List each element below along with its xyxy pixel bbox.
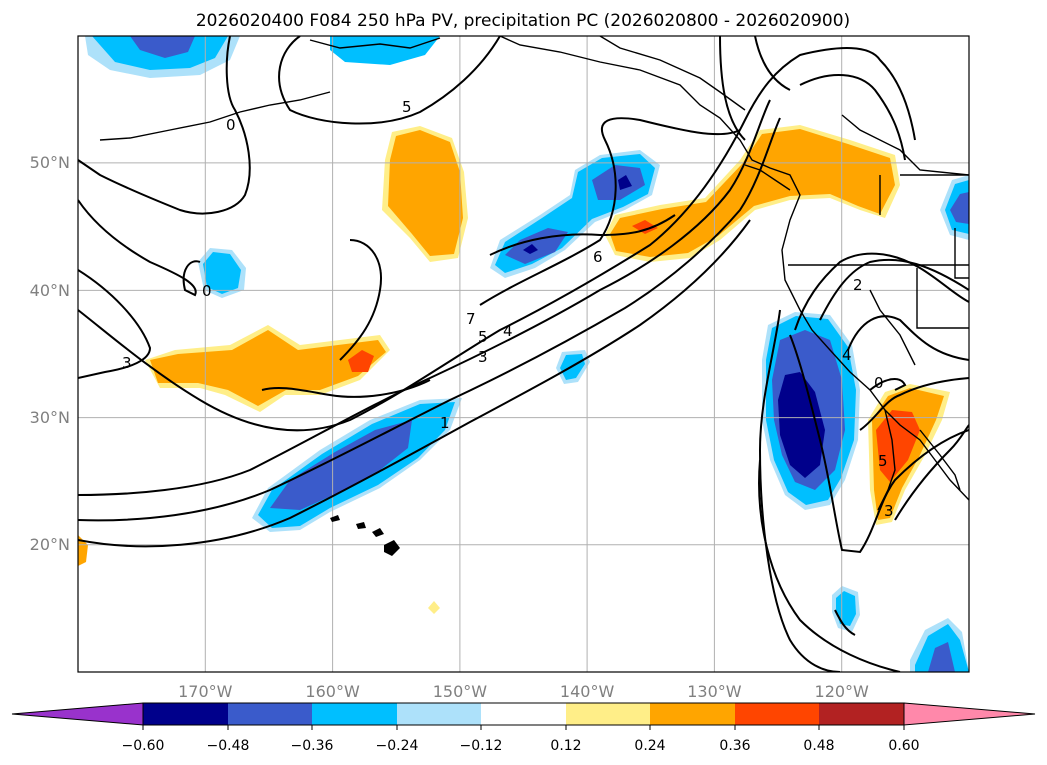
pc-negative-region xyxy=(203,252,241,294)
pc-negative-region xyxy=(523,175,632,254)
colorbar-segment xyxy=(228,703,312,725)
contour-label: 4 xyxy=(842,346,852,364)
colorbar-tick-label: −0.24 xyxy=(376,738,419,754)
contour-label: 7 xyxy=(466,310,476,328)
lon-label-140w: 140°W xyxy=(560,682,615,701)
pc-negative-region xyxy=(836,591,856,626)
coastlines xyxy=(99,36,969,511)
shading-layer xyxy=(78,36,969,672)
longitude-labels: 170°W 160°W 150°W 140°W 130°W 120°W xyxy=(178,682,869,701)
lon-label-170w: 170°W xyxy=(178,682,233,701)
map-frame xyxy=(77,35,970,673)
colorbar-tick-label: −0.36 xyxy=(291,738,334,754)
pc-negative-region xyxy=(778,372,825,478)
pc-positive-region xyxy=(150,330,386,406)
colorbar-tick-label: −0.48 xyxy=(207,738,250,754)
contour-label: 0 xyxy=(202,282,212,300)
colorbar-segment xyxy=(397,703,481,725)
colorbar-segment xyxy=(481,703,566,725)
lat-label-30n: 30°N xyxy=(30,408,70,427)
contour-label: 0 xyxy=(226,116,236,134)
contour-label: 5 xyxy=(402,98,412,116)
figure-title: 2026020400 F084 250 hPa PV, precipitatio… xyxy=(196,11,850,31)
colorbar-segment xyxy=(819,703,904,725)
colorbar-segment xyxy=(312,703,397,725)
colorbar-tick-label: 0.48 xyxy=(803,738,834,754)
colorbar-segment xyxy=(566,703,650,725)
pc-positive-region xyxy=(428,601,440,614)
lon-label-130w: 130°W xyxy=(687,682,742,701)
contour-label: 1 xyxy=(440,414,450,432)
pc-negative-region xyxy=(950,192,969,224)
lon-label-120w: 120°W xyxy=(815,682,870,701)
pc-negative-region xyxy=(130,36,195,58)
colorbar-tick-label: −0.12 xyxy=(460,738,503,754)
lon-label-150w: 150°W xyxy=(433,682,488,701)
colorbar-segment xyxy=(143,703,228,725)
colorbar: −0.60 −0.48 −0.36 −0.24 −0.12 0.12 0.24 … xyxy=(11,702,1036,754)
contour-label: 3 xyxy=(884,502,894,520)
contour-label: 3 xyxy=(478,348,488,366)
colorbar-tick-label: 0.36 xyxy=(719,738,750,754)
pc-negative-region xyxy=(928,642,955,672)
map-area: 5 6 7 5 4 3 1 3 0 0 2 4 0 5 3 xyxy=(78,36,969,672)
colorbar-tick-label: −0.60 xyxy=(122,738,165,754)
lat-label-50n: 50°N xyxy=(30,153,70,172)
colorbar-segment xyxy=(650,703,735,725)
lat-label-20n: 20°N xyxy=(30,535,70,554)
pc-negative-region xyxy=(330,36,440,65)
lon-label-160w: 160°W xyxy=(305,682,360,701)
latitude-labels: 50°N 40°N 30°N 20°N xyxy=(30,153,70,554)
hawaii-islands xyxy=(330,515,400,556)
colorbar-tick-label: 0.60 xyxy=(888,738,919,754)
colorbar-tick-label: 0.12 xyxy=(550,738,581,754)
pc-positive-region xyxy=(348,350,374,372)
contour-label: 2 xyxy=(853,276,863,294)
colorbar-tick-label: 0.24 xyxy=(634,738,665,754)
pc-negative-region xyxy=(270,420,412,510)
colorbar-segment xyxy=(735,703,819,725)
contour-label: 6 xyxy=(593,248,603,266)
pc-positive-region xyxy=(610,129,895,257)
contour-label: 4 xyxy=(503,322,513,340)
pc-positive-region xyxy=(632,220,658,234)
contour-label: 3 xyxy=(122,354,132,372)
pc-positive-region xyxy=(876,410,920,482)
lat-label-40n: 40°N xyxy=(30,281,70,300)
colorbar-extend-low xyxy=(11,702,144,726)
pc-positive-region xyxy=(78,535,88,566)
contour-label: 5 xyxy=(878,452,888,470)
colorbar-extend-high xyxy=(903,702,1036,726)
pv-contours xyxy=(78,36,969,672)
contour-label: 0 xyxy=(874,374,884,392)
contour-label-group: 5 6 7 5 4 3 1 3 0 0 2 4 0 5 3 xyxy=(122,98,894,520)
pc-positive-region xyxy=(388,130,463,256)
contour-label: 5 xyxy=(478,328,488,346)
